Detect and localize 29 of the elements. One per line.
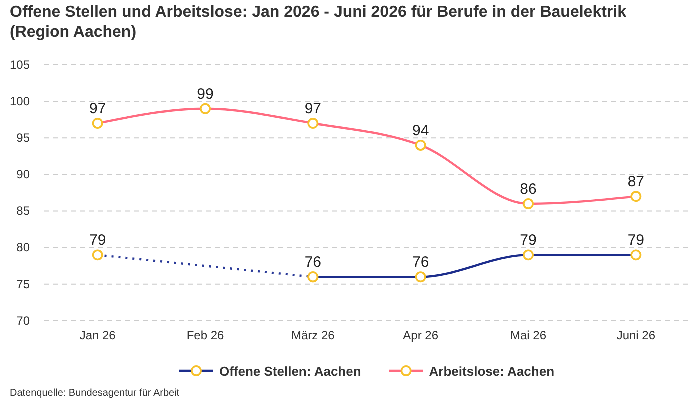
y-tick-label: 100 [10, 94, 30, 108]
data-label: 97 [304, 100, 322, 118]
x-tick-label: Mai 26 [510, 328, 547, 343]
y-tick-label: 75 [16, 277, 30, 292]
y-tick-label: 90 [16, 168, 30, 182]
chart-title: Offene Stellen und Arbeitslose: Jan 2026 - Juni 2026 für Berufe in der Bauelektrik (Region Aachen) [10, 4, 627, 41]
x-tick-label: Feb 26 [186, 328, 225, 343]
data-label: 76 [412, 254, 430, 272]
data-label: 79 [89, 232, 106, 250]
data-label: 87 [628, 174, 645, 191]
y-tick-label: 95 [16, 130, 30, 145]
x-tick-label: Juni 26 [616, 328, 656, 343]
data-label: 79 [520, 232, 537, 250]
data-label: 94 [412, 122, 430, 140]
x-tick-label: Jan 26 [80, 328, 116, 343]
x-tick-label: März 26 [291, 328, 336, 343]
data-label: 86 [520, 180, 537, 198]
y-tick-label: 105 [10, 58, 30, 72]
y-tick-label: 85 [16, 204, 30, 218]
legend-label: Offene Stellen: Aachen [219, 364, 362, 379]
data-label: 97 [89, 100, 106, 118]
text: Datenquelle: Bundesagentur für Arbeit [10, 388, 180, 399]
x-tick-label: Apr 26 [403, 328, 439, 343]
data-label: 79 [628, 232, 645, 250]
data-label: 99 [197, 86, 214, 103]
data-label: 76 [304, 254, 322, 272]
legend-label: Arbeitslose: Aachen [429, 364, 555, 379]
y-tick-label: 80 [16, 240, 30, 255]
y-tick-label: 70 [16, 314, 30, 328]
